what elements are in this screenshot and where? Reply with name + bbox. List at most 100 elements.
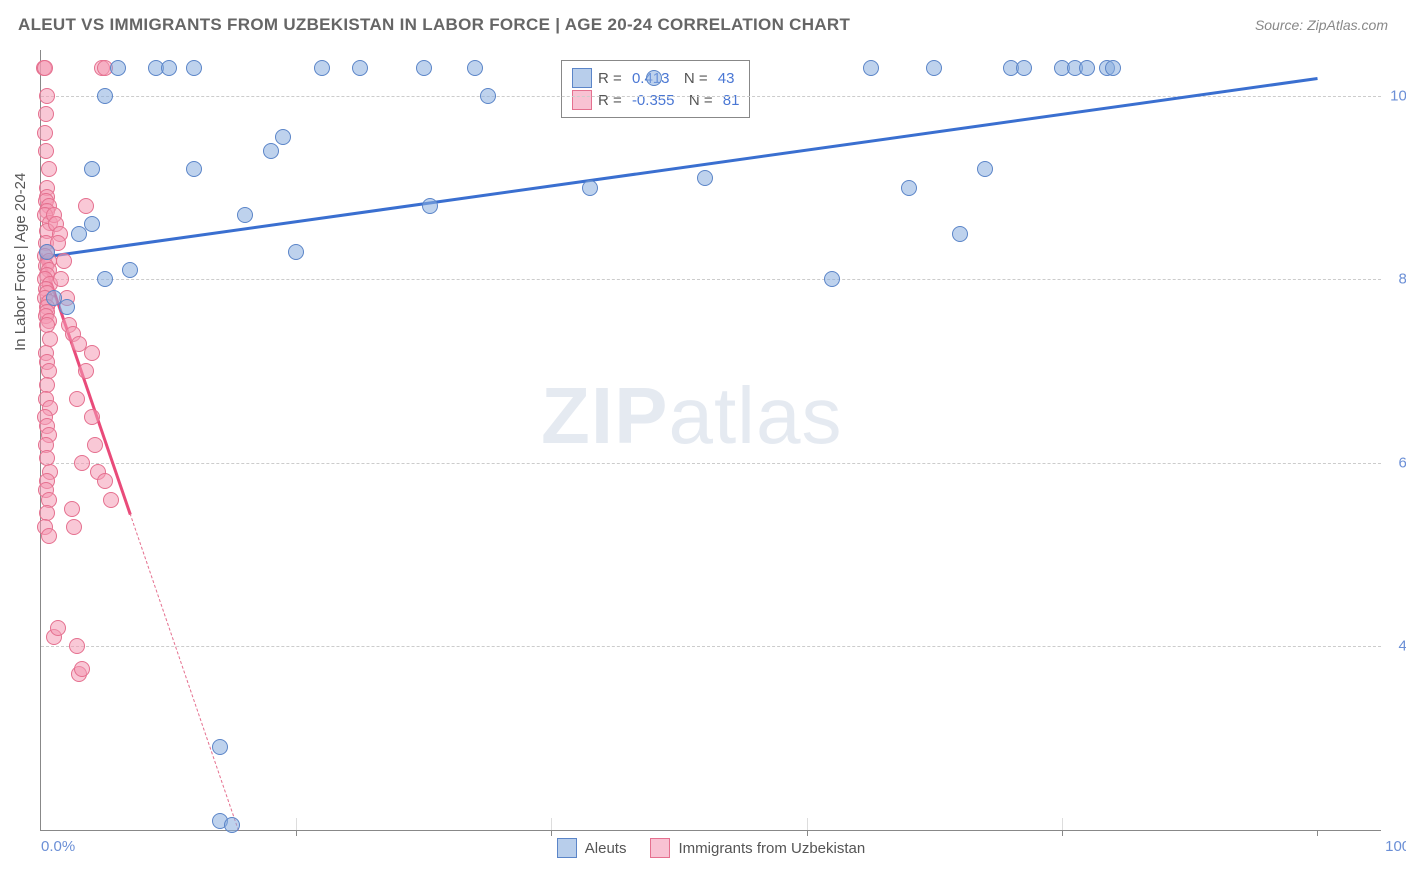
data-point-pink bbox=[56, 253, 72, 269]
data-point-pink bbox=[74, 455, 90, 471]
swatch-pink-icon bbox=[650, 838, 670, 858]
data-point-blue bbox=[186, 60, 202, 76]
data-point-pink bbox=[84, 409, 100, 425]
swatch-blue-icon bbox=[557, 838, 577, 858]
data-point-pink bbox=[64, 501, 80, 517]
data-point-pink bbox=[74, 661, 90, 677]
data-point-pink bbox=[66, 519, 82, 535]
watermark-light: atlas bbox=[668, 371, 842, 460]
legend-pink-n: 81 bbox=[723, 92, 740, 109]
chart-plot-area: ZIPatlas R = 0.413 N = 43 R = -0.355 N =… bbox=[40, 50, 1381, 831]
legend-n-label: N = bbox=[675, 70, 711, 87]
data-point-blue bbox=[84, 161, 100, 177]
legend-item-pink: Immigrants from Uzbekistan bbox=[650, 838, 865, 858]
swatch-blue-icon bbox=[572, 68, 592, 88]
legend-n-label: N = bbox=[680, 92, 716, 109]
data-point-pink bbox=[84, 345, 100, 361]
gridline-h bbox=[41, 279, 1381, 280]
x-axis-tick bbox=[1317, 830, 1318, 836]
gridline-h bbox=[41, 646, 1381, 647]
swatch-pink-icon bbox=[572, 90, 592, 110]
data-point-blue bbox=[977, 161, 993, 177]
legend-pink-r: -0.355 bbox=[632, 92, 675, 109]
data-point-pink bbox=[69, 391, 85, 407]
data-point-blue bbox=[697, 170, 713, 186]
data-point-blue bbox=[416, 60, 432, 76]
x-axis-tick bbox=[807, 830, 808, 836]
data-point-pink bbox=[53, 271, 69, 287]
data-point-blue bbox=[352, 60, 368, 76]
data-point-blue bbox=[1079, 60, 1095, 76]
data-point-blue bbox=[863, 60, 879, 76]
gridline-v bbox=[551, 818, 552, 830]
data-point-blue bbox=[97, 271, 113, 287]
data-point-blue bbox=[901, 180, 917, 196]
data-point-blue bbox=[952, 226, 968, 242]
data-point-blue bbox=[646, 70, 662, 86]
x-axis-max-label: 100.0% bbox=[1385, 838, 1406, 855]
data-point-blue bbox=[224, 817, 240, 833]
data-point-blue bbox=[926, 60, 942, 76]
gridline-v bbox=[807, 818, 808, 830]
data-point-blue bbox=[263, 143, 279, 159]
data-point-pink bbox=[38, 143, 54, 159]
watermark: ZIPatlas bbox=[541, 370, 842, 462]
x-axis-tick bbox=[551, 830, 552, 836]
y-axis-tick-label: 80.0% bbox=[1386, 271, 1406, 288]
watermark-bold: ZIP bbox=[541, 371, 668, 460]
data-point-blue bbox=[1016, 60, 1032, 76]
data-point-pink bbox=[78, 363, 94, 379]
data-point-blue bbox=[467, 60, 483, 76]
data-point-blue bbox=[110, 60, 126, 76]
data-point-blue bbox=[582, 180, 598, 196]
x-axis-min-label: 0.0% bbox=[41, 838, 75, 855]
data-point-pink bbox=[50, 620, 66, 636]
gridline-v bbox=[296, 818, 297, 830]
trendline-pink bbox=[130, 513, 239, 830]
data-point-pink bbox=[87, 437, 103, 453]
data-point-pink bbox=[97, 473, 113, 489]
data-point-blue bbox=[237, 207, 253, 223]
gridline-h bbox=[41, 463, 1381, 464]
data-point-pink bbox=[37, 60, 53, 76]
data-point-blue bbox=[288, 244, 304, 260]
y-axis-tick-label: 40.0% bbox=[1386, 638, 1406, 655]
y-axis-tick-label: 100.0% bbox=[1386, 87, 1406, 104]
data-point-blue bbox=[1105, 60, 1121, 76]
correlation-legend: R = 0.413 N = 43 R = -0.355 N = 81 bbox=[561, 60, 750, 118]
data-point-blue bbox=[122, 262, 138, 278]
data-point-blue bbox=[186, 161, 202, 177]
data-point-blue bbox=[39, 244, 55, 260]
legend-item-blue: Aleuts bbox=[557, 838, 627, 858]
data-point-pink bbox=[38, 106, 54, 122]
chart-title: ALEUT VS IMMIGRANTS FROM UZBEKISTAN IN L… bbox=[18, 15, 850, 35]
x-axis-tick bbox=[1062, 830, 1063, 836]
data-point-blue bbox=[59, 299, 75, 315]
source-label: Source: ZipAtlas.com bbox=[1255, 17, 1388, 33]
data-point-blue bbox=[422, 198, 438, 214]
x-axis-tick bbox=[296, 830, 297, 836]
legend-r-label: R = bbox=[598, 92, 626, 109]
data-point-blue bbox=[824, 271, 840, 287]
legend-r-label: R = bbox=[598, 70, 626, 87]
data-point-blue bbox=[212, 739, 228, 755]
data-point-blue bbox=[314, 60, 330, 76]
data-point-pink bbox=[41, 528, 57, 544]
data-point-blue bbox=[97, 88, 113, 104]
title-bar: ALEUT VS IMMIGRANTS FROM UZBEKISTAN IN L… bbox=[18, 10, 1388, 40]
data-point-pink bbox=[41, 161, 57, 177]
legend-pink-label: Immigrants from Uzbekistan bbox=[678, 840, 865, 857]
data-point-pink bbox=[69, 638, 85, 654]
data-point-blue bbox=[84, 216, 100, 232]
data-point-blue bbox=[161, 60, 177, 76]
series-legend: Aleuts Immigrants from Uzbekistan bbox=[41, 838, 1381, 858]
legend-row-pink: R = -0.355 N = 81 bbox=[572, 89, 739, 111]
data-point-blue bbox=[275, 129, 291, 145]
y-axis-tick-label: 60.0% bbox=[1386, 454, 1406, 471]
data-point-blue bbox=[480, 88, 496, 104]
data-point-pink bbox=[39, 88, 55, 104]
gridline-v bbox=[1062, 818, 1063, 830]
data-point-pink bbox=[37, 125, 53, 141]
data-point-pink bbox=[78, 198, 94, 214]
legend-blue-label: Aleuts bbox=[585, 840, 627, 857]
